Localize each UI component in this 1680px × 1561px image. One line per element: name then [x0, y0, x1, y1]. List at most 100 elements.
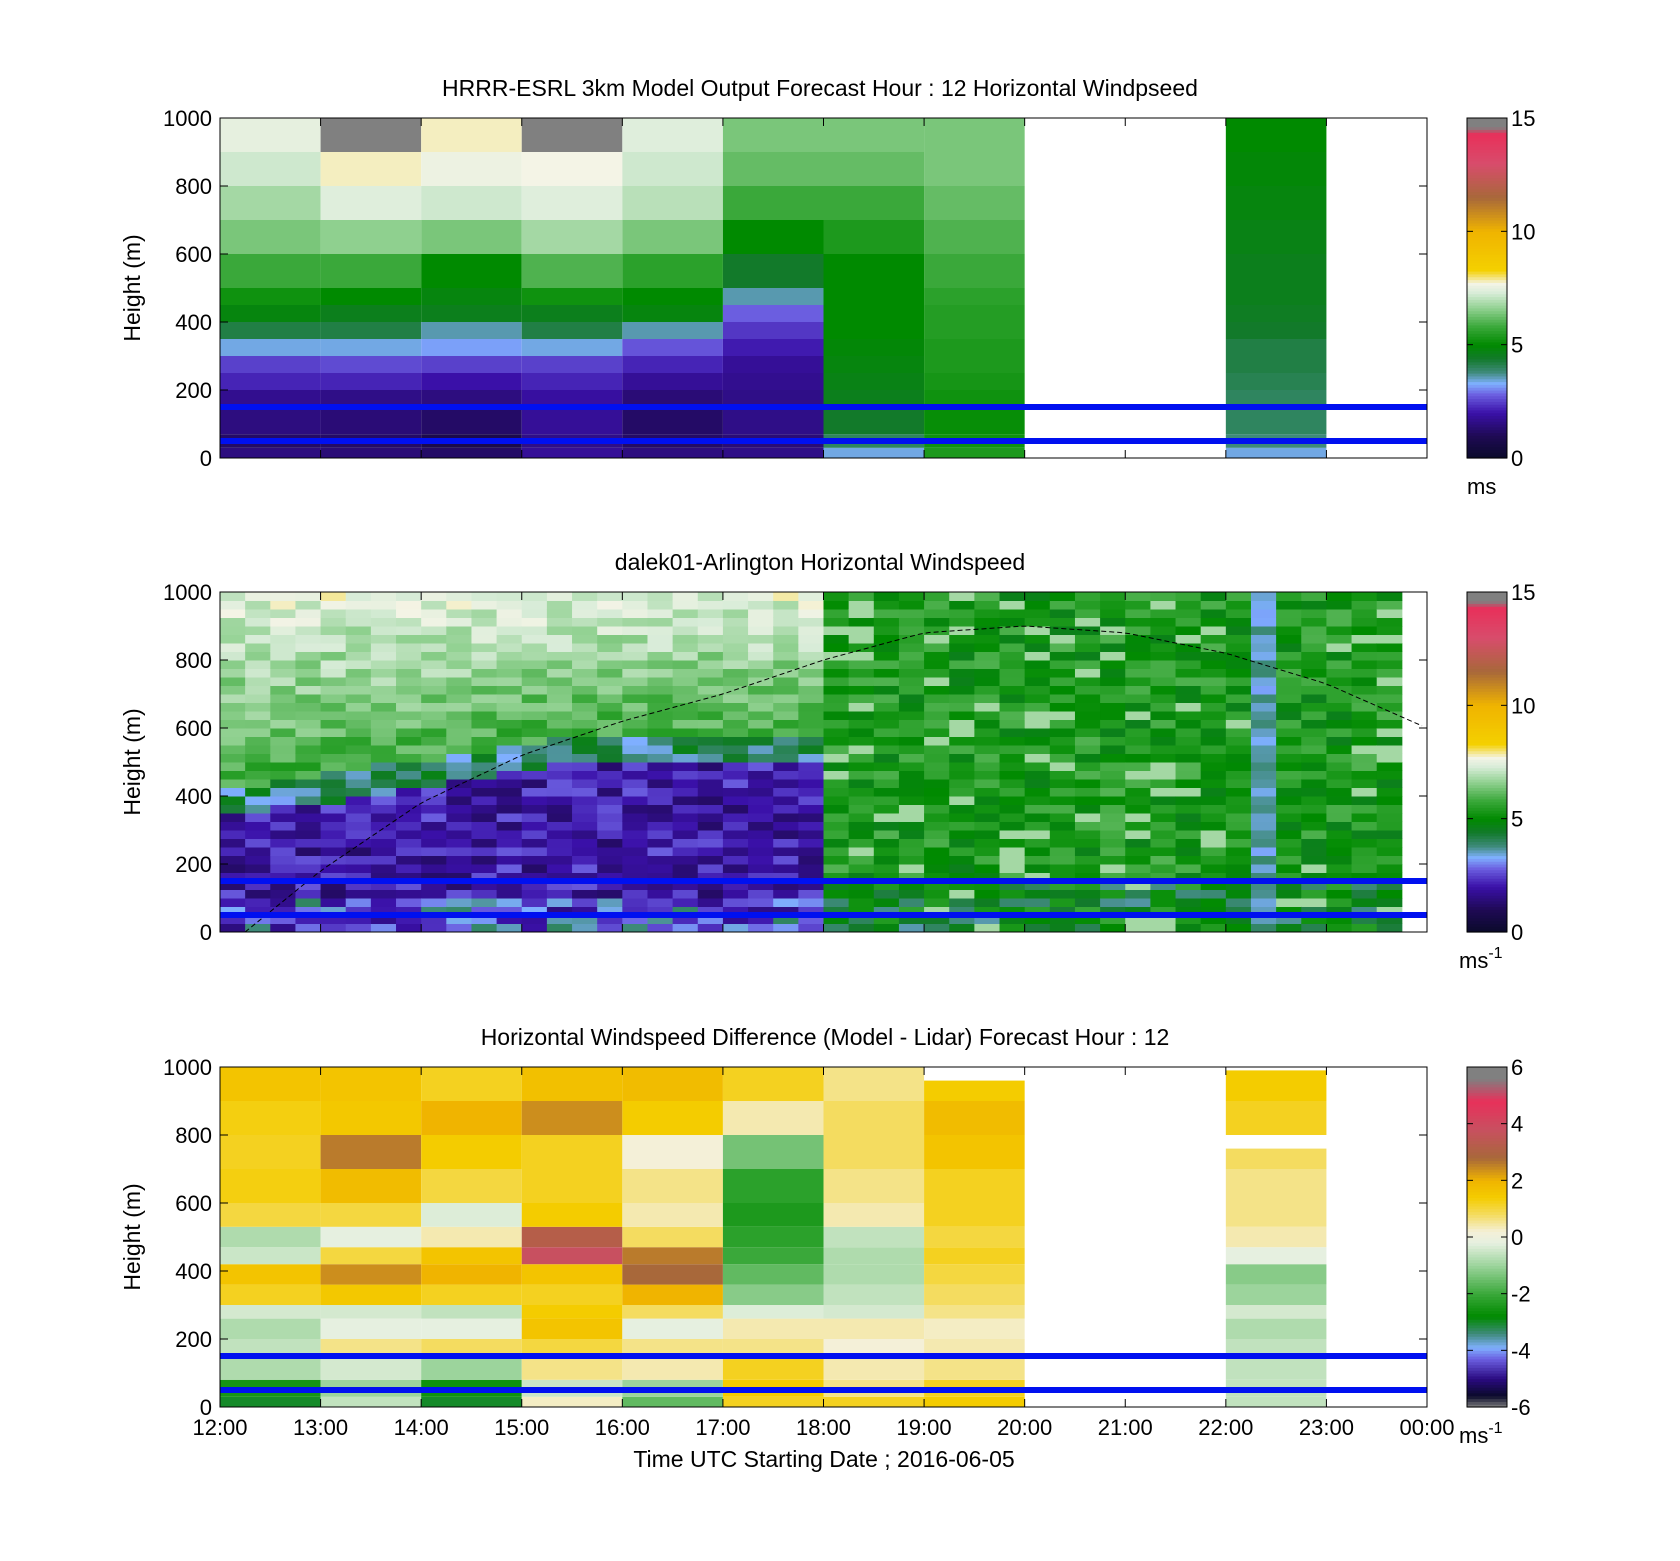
- lidar-cell: [446, 617, 472, 627]
- lidar-cell: [1125, 702, 1151, 712]
- lidar-cell: [295, 796, 322, 805]
- heatmap-cell: [320, 118, 422, 152]
- heatmap-cell: [924, 118, 1025, 152]
- lidar-cell: [1376, 600, 1403, 610]
- lidar-cell: [396, 728, 422, 737]
- lidar-cell: [1175, 719, 1202, 729]
- lidar-cell: [722, 821, 749, 831]
- heatmap-cell: [1225, 1101, 1327, 1135]
- lidar-cell: [823, 609, 850, 618]
- lidar-cell: [295, 592, 322, 601]
- lidar-cell: [873, 668, 900, 678]
- lidar-cell: [220, 651, 246, 661]
- colorbar-swatch: [1467, 1166, 1507, 1170]
- lidar-cell: [798, 685, 824, 695]
- lidar-cell: [1024, 745, 1051, 754]
- heatmap-cell: [421, 254, 522, 288]
- lidar-cell: [521, 821, 548, 831]
- lidar-cell: [345, 906, 372, 916]
- colorbar-swatch: [1467, 418, 1507, 422]
- lidar-cell: [345, 855, 372, 865]
- xtick-label: 23:00: [1299, 1415, 1354, 1440]
- lidar-cell: [1049, 617, 1076, 627]
- lidar-cell: [370, 634, 397, 644]
- lidar-cell: [1326, 745, 1353, 754]
- colorbar-swatch: [1467, 1370, 1507, 1374]
- colorbar-swatch: [1467, 1072, 1507, 1077]
- lidar-cell: [396, 821, 422, 831]
- colorbar-swatch: [1467, 1239, 1507, 1244]
- colorbar-swatch: [1467, 1256, 1507, 1261]
- lidar-cell: [1049, 728, 1076, 737]
- lidar-cell: [798, 634, 824, 644]
- lidar-cell: [446, 889, 472, 899]
- lidar-cell: [1200, 736, 1227, 746]
- lidar-cell: [295, 702, 322, 712]
- lidar-cell: [949, 745, 975, 754]
- lidar-cell: [446, 685, 472, 695]
- lidar-cell: [1276, 677, 1302, 686]
- lidar-cell: [848, 770, 875, 780]
- lidar-cell: [370, 923, 397, 933]
- lidar-cell: [1125, 881, 1151, 890]
- lidar-cell: [622, 634, 648, 644]
- lidar-cell: [924, 736, 950, 746]
- lidar-cell: [1150, 923, 1177, 933]
- lidar-cell: [1250, 898, 1277, 907]
- lidar-cell: [1175, 804, 1202, 814]
- colorbar-swatch: [1467, 271, 1507, 275]
- lidar-cell: [1351, 634, 1378, 644]
- lidar-cell: [1125, 796, 1151, 805]
- lidar-cell: [974, 728, 1001, 737]
- lidar-cell: [220, 804, 246, 814]
- colorbar-swatch: [1467, 239, 1507, 244]
- lidar-cell: [1049, 898, 1076, 907]
- heatmap-cell: [521, 1169, 623, 1203]
- lidar-cell: [1276, 847, 1302, 856]
- lidar-cell: [999, 923, 1026, 933]
- lidar-cell: [471, 898, 498, 907]
- lidar-cell: [848, 609, 875, 618]
- heatmap-cell: [320, 1135, 422, 1169]
- lidar-cell: [245, 728, 271, 737]
- lidar-cell: [999, 728, 1026, 737]
- lidar-cell: [446, 600, 472, 610]
- lidar-cell: [647, 770, 674, 780]
- lidar-cell: [848, 779, 875, 788]
- lidar-cell: [999, 626, 1026, 635]
- lidar-cell: [1250, 787, 1277, 797]
- lidar-cell: [496, 711, 523, 720]
- lidar-cell: [396, 813, 422, 822]
- heatmap-cell: [823, 1169, 925, 1203]
- lidar-cell: [496, 787, 523, 797]
- lidar-cell: [1049, 906, 1076, 916]
- lidar-cell: [546, 779, 573, 788]
- lidar-cell: [320, 694, 347, 703]
- lidar-cell: [471, 592, 498, 601]
- colorbar-swatch: [1467, 205, 1507, 210]
- lidar-cell: [1200, 923, 1227, 933]
- lidar-cell: [220, 796, 246, 805]
- lidar-cell: [471, 770, 498, 780]
- lidar-cell: [1150, 915, 1177, 924]
- lidar-cell: [1351, 719, 1378, 729]
- lidar-cell: [1024, 915, 1051, 924]
- colorbar-swatch: [1467, 756, 1507, 760]
- lidar-cell: [722, 694, 749, 703]
- lidar-cell: [1074, 617, 1101, 627]
- lidar-cell: [1150, 838, 1177, 848]
- lidar-cell: [270, 626, 296, 635]
- lidar-cell: [1225, 787, 1252, 797]
- lidar-cell: [521, 685, 548, 695]
- lidar-cell: [1376, 889, 1403, 899]
- heatmap-cell: [320, 447, 422, 458]
- lidar-cell: [270, 728, 296, 737]
- lidar-cell: [1301, 668, 1327, 678]
- lidar-cell: [1024, 728, 1051, 737]
- lidar-cell: [1326, 694, 1353, 703]
- lidar-cell: [647, 881, 674, 890]
- panel-lidar: dalek01-Arlington Horizontal Windspeed 0…: [119, 549, 1535, 973]
- lidar-cell: [396, 626, 422, 635]
- lidar-cell: [1024, 847, 1051, 856]
